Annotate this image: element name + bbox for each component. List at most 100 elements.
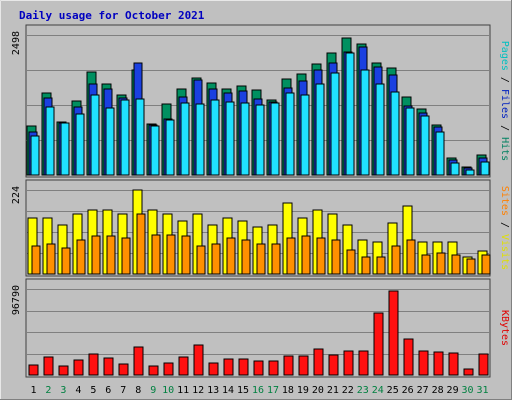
bar-sites-day-23	[361, 256, 371, 275]
bar-sites-day-7	[121, 237, 131, 275]
bar-sites-day-17	[271, 243, 281, 275]
day-label-13: 13	[207, 385, 219, 396]
bar-sites-day-15	[241, 239, 251, 275]
bar-kbytes-day-16	[253, 360, 264, 376]
bar-pages-day-28	[435, 131, 445, 176]
series-pages	[30, 52, 490, 176]
panel-kbytes: 96790 KBytes	[11, 278, 510, 378]
bar-sites-day-5	[91, 235, 101, 275]
bar-kbytes-day-10	[163, 362, 174, 376]
day-label-26: 26	[402, 385, 414, 396]
panel-visits: 224 Sites / Visits	[11, 179, 510, 277]
bar-kbytes-day-26	[403, 338, 414, 376]
day-label-23: 23	[357, 385, 369, 396]
day-label-29: 29	[447, 385, 459, 396]
bar-pages-day-5	[90, 94, 100, 176]
bar-pages-day-8	[135, 98, 145, 176]
day-label-19: 19	[297, 385, 309, 396]
legend-separator: /	[499, 71, 510, 89]
day-label-17: 17	[267, 385, 279, 396]
day-label-16: 16	[252, 385, 264, 396]
bar-pages-day-19	[300, 94, 310, 176]
bar-kbytes-day-3	[58, 365, 69, 376]
day-label-1: 1	[30, 385, 36, 396]
bar-pages-day-9	[150, 125, 160, 176]
bar-kbytes-day-18	[283, 355, 294, 376]
legend-entry: Files	[499, 89, 510, 119]
bar-kbytes-day-20	[313, 348, 324, 376]
y-max-label: 2498	[11, 31, 22, 55]
day-label-20: 20	[312, 385, 324, 396]
bar-pages-day-13	[210, 99, 220, 176]
bar-pages-day-31	[480, 161, 490, 176]
day-label-30: 30	[462, 385, 474, 396]
bar-pages-day-29	[450, 162, 460, 176]
day-label-22: 22	[342, 385, 354, 396]
bar-kbytes-day-23	[358, 350, 369, 376]
bar-kbytes-day-7	[118, 363, 129, 376]
series-sites	[31, 213, 491, 275]
bar-kbytes-day-28	[433, 351, 444, 376]
bar-sites-day-14	[226, 237, 236, 275]
bar-pages-day-15	[240, 102, 250, 176]
legend-entry: Hits	[499, 137, 510, 161]
bar-kbytes-day-24	[373, 312, 384, 376]
bar-pages-day-10	[165, 119, 175, 176]
day-label-15: 15	[237, 385, 249, 396]
axis-legend-visits: Sites / Visits	[499, 186, 510, 270]
day-label-4: 4	[75, 385, 81, 396]
day-label-28: 28	[432, 385, 444, 396]
bar-sites-day-6	[106, 235, 116, 275]
bar-sites-day-29	[451, 254, 461, 275]
day-label-10: 10	[162, 385, 174, 396]
bar-kbytes-day-12	[193, 344, 204, 376]
bar-sites-day-31	[481, 254, 491, 275]
bar-sites-day-27	[421, 254, 431, 275]
bar-sites-day-26	[406, 239, 416, 275]
day-labels: 1 2 3 4 5 6 7 8 9 10 11 12 13 14 15 16 17 18 19 20 21 22 23 24 2…	[30, 385, 488, 396]
bar-kbytes-day-14	[223, 358, 234, 376]
bar-sites-day-21	[331, 239, 341, 275]
bar-pages-day-6	[105, 107, 115, 176]
bar-pages-day-22	[345, 52, 355, 176]
bar-kbytes-day-4	[73, 359, 84, 376]
bar-pages-day-14	[225, 101, 235, 176]
bar-kbytes-day-11	[178, 356, 189, 376]
bar-sites-day-13	[211, 243, 221, 275]
bar-pages-day-26	[405, 107, 415, 176]
bar-pages-day-20	[315, 83, 325, 176]
bar-pages-day-27	[420, 115, 430, 176]
bar-sites-day-28	[436, 252, 446, 275]
panel-hits: 2498 Pages / Files / Hits	[11, 24, 510, 178]
legend-entry: KBytes	[499, 310, 510, 346]
y-max-label: 96790	[11, 285, 22, 315]
y-max-label: 224	[11, 186, 22, 204]
legend-separator: /	[499, 216, 510, 234]
legend-entry: Pages	[499, 41, 510, 71]
day-label-18: 18	[282, 385, 294, 396]
bar-sites-day-3	[61, 247, 71, 275]
day-label-2: 2	[45, 385, 51, 396]
bar-pages-day-16	[255, 104, 265, 176]
day-label-3: 3	[60, 385, 66, 396]
bar-pages-day-11	[180, 102, 190, 176]
day-label-14: 14	[222, 385, 234, 396]
bar-sites-day-22	[346, 249, 356, 275]
bar-sites-day-12	[196, 245, 206, 275]
bar-sites-day-11	[181, 235, 191, 275]
day-label-24: 24	[372, 385, 384, 396]
bar-pages-day-30	[465, 169, 475, 176]
bar-pages-day-3	[60, 122, 70, 176]
day-label-31: 31	[476, 385, 488, 396]
bar-kbytes-day-25	[388, 290, 399, 376]
bar-kbytes-day-22	[343, 350, 354, 376]
bar-kbytes-day-29	[448, 352, 459, 376]
bar-kbytes-day-1	[28, 364, 39, 376]
axis-legend-hits: Pages / Files / Hits	[499, 41, 510, 161]
day-label-9: 9	[150, 385, 156, 396]
bar-sites-day-30	[466, 258, 476, 275]
bar-sites-day-18	[286, 237, 296, 275]
bar-sites-day-24	[376, 256, 386, 275]
bar-sites-day-25	[391, 245, 401, 275]
